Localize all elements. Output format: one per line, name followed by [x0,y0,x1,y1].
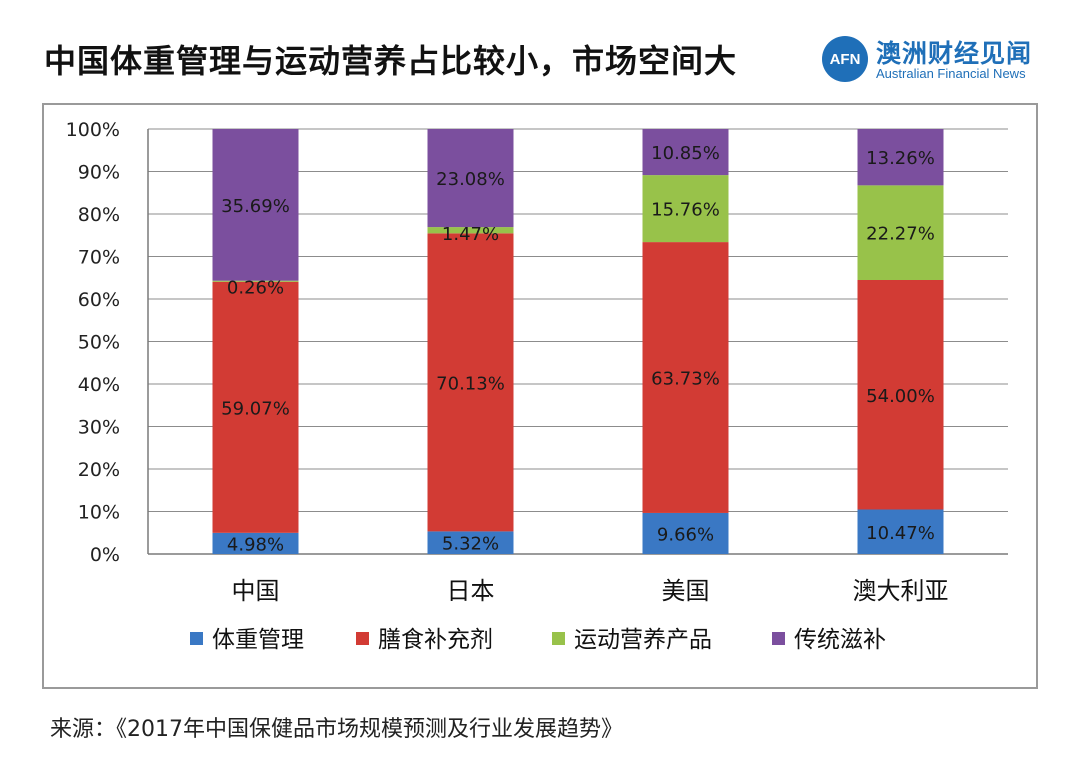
data-label: 35.69% [221,196,290,217]
y-tick-label: 90% [78,162,120,184]
bar-segment [857,509,944,554]
bar-segment [212,532,299,554]
data-label: 13.26% [866,148,935,169]
bar-segment [427,227,514,234]
legend-swatch [772,632,785,645]
legend-label: 传统滋补 [794,627,886,653]
chart-title: 中国体重管理与运动营养占比较小，市场空间大 [44,42,738,80]
bar-segment [212,129,299,281]
bar-segment [857,185,944,281]
y-tick-label: 80% [78,204,120,226]
stacked-bar-chart: 0% 10% 20% 30% 40% 50% 60% 70% 80% 90% 100% 4.98% 59… [66,119,1008,653]
bar-segment [427,531,514,554]
chart-frame: 0% 10% 20% 30% 40% 50% 60% 70% 80% 90% 100% 4.98% 59… [42,103,1038,689]
y-tick-label: 50% [78,332,120,354]
legend-swatch [356,632,369,645]
data-label: 9.66% [657,524,714,545]
y-tick-label: 10% [78,502,120,524]
data-label: 10.47% [866,523,935,544]
x-tick-label: 中国 [232,577,280,605]
y-tick-label: 30% [78,417,120,439]
legend-swatch [552,632,565,645]
bar-segment [212,280,299,282]
data-label: 5.32% [442,534,499,555]
logo-name-en: Australian Financial News [876,66,1026,81]
afn-logo-icon: AFN [822,36,868,82]
bar-segment [212,281,299,533]
afn-logo: AFN 澳洲财经见闻 Australian Financial News [822,34,1042,88]
y-tick-label: 60% [78,289,120,311]
data-label: 54.00% [866,386,935,407]
data-label: 63.73% [651,369,720,390]
y-tick-label: 0% [90,544,120,566]
data-label: 4.98% [227,534,284,555]
legend-label: 体重管理 [212,627,304,653]
bar-segment [642,129,729,176]
data-label: 59.07% [221,398,290,419]
bar-segment [857,129,944,186]
y-tick-label: 100% [66,119,120,141]
bar-segment [427,129,514,228]
bar-segment [427,233,514,532]
data-label: 1.47% [442,224,499,245]
bar-segment [642,242,729,513]
legend-swatch [190,632,203,645]
data-label: 0.26% [227,278,284,299]
logo-name-cn: 澳洲财经见闻 [876,39,1033,68]
legend-label: 运动营养产品 [574,627,712,653]
bar-segment [642,512,729,554]
bar-segment [857,280,944,510]
x-tick-label: 美国 [662,577,710,605]
y-tick-label: 40% [78,374,120,396]
source-note: 来源：《2017年中国保健品市场规模预测及行业发展趋势》 [50,717,623,742]
x-tick-label: 日本 [447,577,495,605]
data-label: 22.27% [866,224,935,245]
y-tick-label: 70% [78,247,120,269]
legend-label: 膳食补充剂 [378,627,493,653]
data-label: 15.76% [651,200,720,221]
x-tick-label: 澳大利亚 [853,577,949,605]
data-label: 23.08% [436,169,505,190]
y-tick-label: 20% [78,459,120,481]
data-label: 10.85% [651,143,720,164]
bar-segment [642,175,729,243]
data-label: 70.13% [436,373,505,394]
